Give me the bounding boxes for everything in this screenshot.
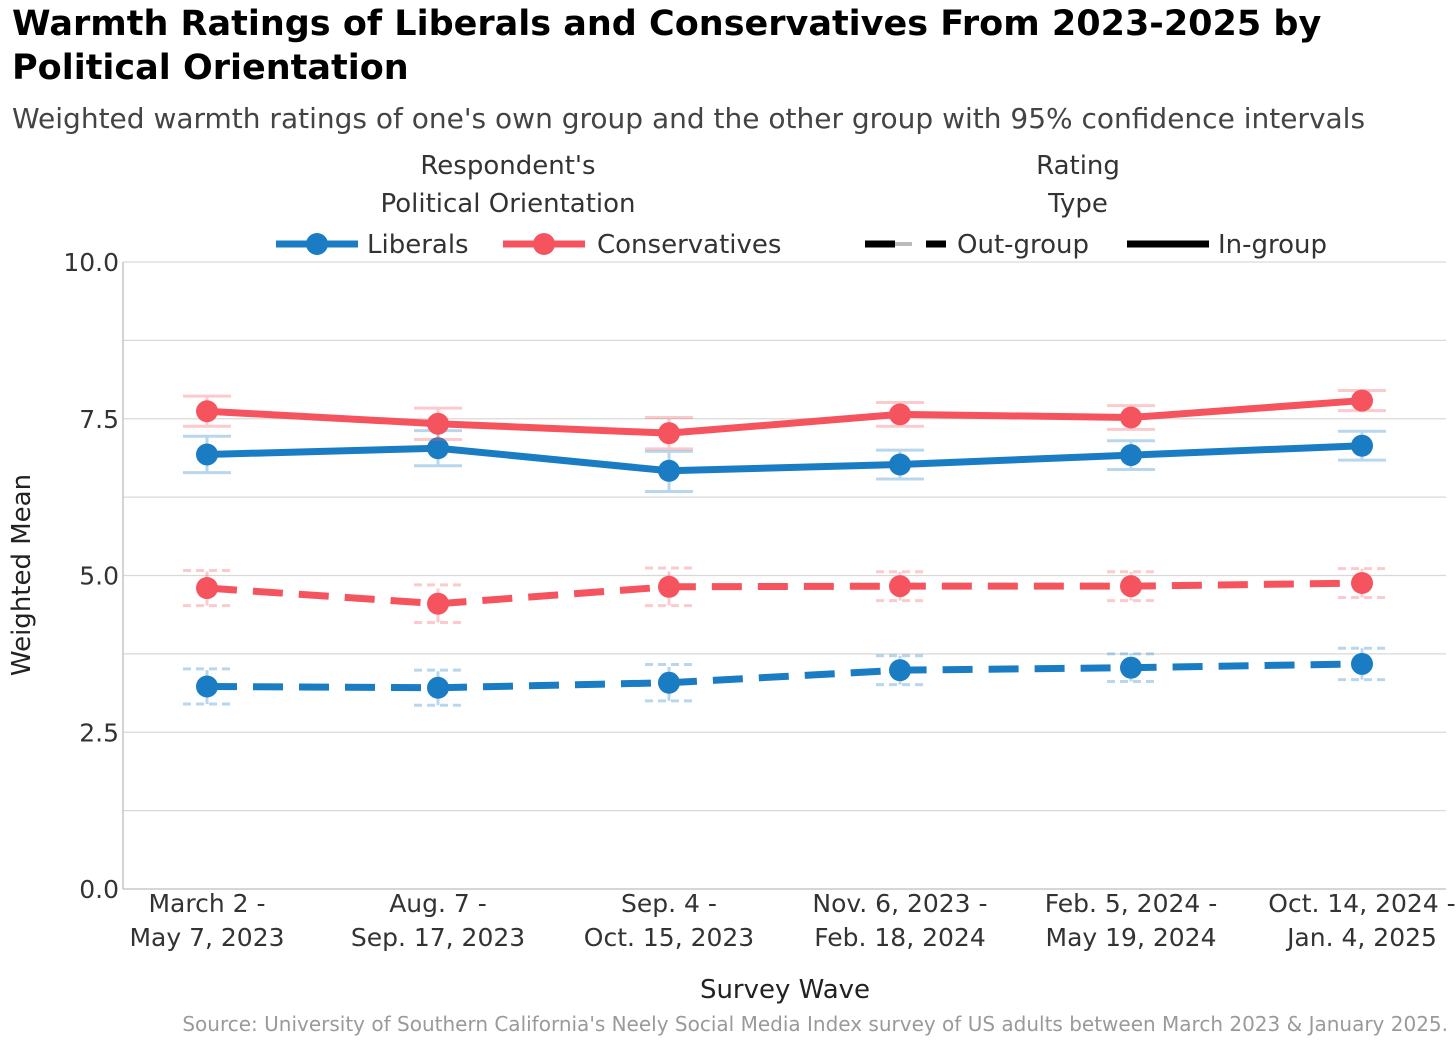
data-point [658,575,680,598]
data-point [889,659,911,682]
x-tick-label: March 2 -May 7, 2023 [129,889,284,952]
legend-marker-conservatives [533,233,555,255]
data-point [1351,434,1373,457]
data-point [1120,656,1142,679]
series-line [206,442,1363,475]
data-point [427,676,449,699]
series-conservatives-out-group [183,566,1386,625]
data-point [658,459,680,482]
x-tick-label: Oct. 14, 2024 -Jan. 4, 2025 [1268,889,1455,952]
data-point [889,403,911,426]
data-point [889,453,911,476]
y-tick-label: 10.0 [63,248,119,277]
axes: 0.0 2.5 5.0 7.5 10.0 March 2 -May 7, 2023 Aug.… [63,248,1455,952]
data-point [427,412,449,435]
legend-label-conservatives: Conservatives [597,230,781,260]
data-point [1351,572,1373,595]
data-point [196,443,218,466]
legend-label-outgroup: Out-group [957,230,1089,260]
x-tick-label: Aug. 7 -Sep. 17, 2023 [351,889,525,952]
data-point [427,437,449,460]
x-tick-label: Feb. 5, 2024 -May 19, 2024 [1045,889,1218,952]
x-tick-label: Sep. 4 -Oct. 15, 2023 [584,889,754,952]
y-tick-label: 7.5 [79,405,119,434]
gridlines [123,261,1446,812]
data-point [196,675,218,698]
legend-title-orientation: Respondent's Political Orientation [380,151,635,219]
data-point [427,592,449,615]
data-point [889,575,911,598]
y-tick-label: 5.0 [79,562,119,591]
data-point [658,422,680,445]
series-liberals-in-group [183,429,1386,493]
data-point [1351,389,1373,412]
series-liberals-out-group [183,646,1386,707]
y-tick-label: 2.5 [79,718,119,747]
series-line [206,397,1363,437]
series-conservatives-in-group [183,389,1386,451]
legend-title-rating-type: Rating Type [1036,151,1120,219]
chart-subtitle: Weighted warmth ratings of one's own gro… [12,102,1366,135]
series-line [206,579,1363,608]
legend-label-liberals: Liberals [367,230,469,260]
legend-label-ingroup: In-group [1218,230,1327,260]
chart-title: Warmth Ratings of Liberals and Conservat… [12,4,1322,88]
series-layer [183,389,1386,707]
source-note: Source: University of Southern Californi… [182,1012,1448,1036]
data-point [196,577,218,600]
series-line [206,660,1363,692]
y-tick-label: 0.0 [79,875,119,904]
x-axis-title: Survey Wave [700,975,870,1005]
data-point [1120,406,1142,429]
x-tick-label: Nov. 6, 2023 -Feb. 18, 2024 [812,889,987,952]
data-point [1351,652,1373,675]
legend-marker-liberals [306,233,328,255]
y-axis-title: Weighted Mean [7,474,37,676]
data-point [1120,575,1142,598]
legend: Respondent's Political Orientation Rating T… [276,151,1327,260]
data-point [658,671,680,694]
data-point [196,400,218,423]
data-point [1120,444,1142,467]
